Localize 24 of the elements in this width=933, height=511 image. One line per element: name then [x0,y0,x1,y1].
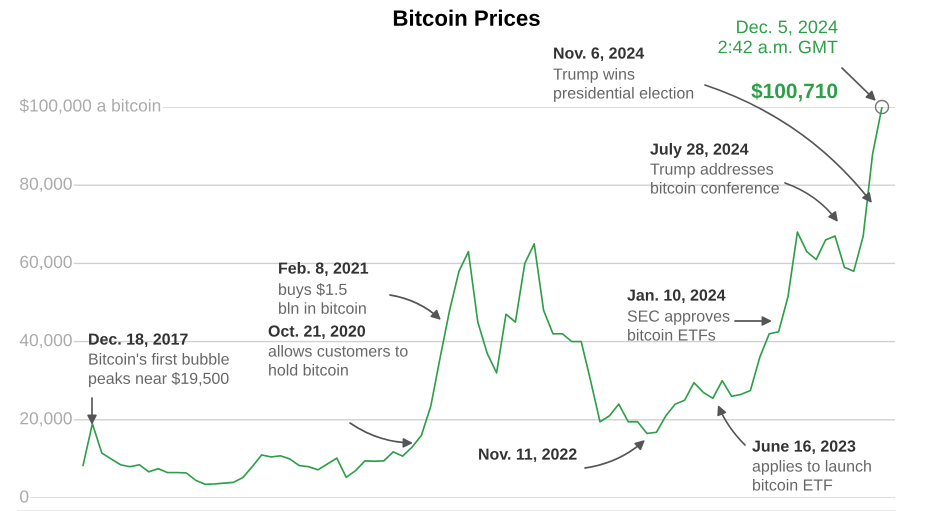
y-tick-label: $100,000 a bitcoin [20,98,160,114]
text: Dec. 5, 2024 2:42 a.m. GMT [718,20,838,54]
text: $100,710 [751,82,838,102]
y-tick-label: 0 [20,490,28,503]
annotation: Feb. 8, 2021 [279,262,368,276]
annotation: Nov. 11, 2022 [479,448,577,462]
annotation: Oct. 21, 2020 [268,325,366,340]
annotation: Trump addresses bitcoin conference [650,163,779,194]
annotation: applies to launch bitcoin ETF [752,460,871,491]
annotation: Dec. 18, 2017 [89,333,188,348]
annotation: allows customers to hold bitcoin [268,345,408,376]
y-tick-label: 80,000 [20,178,72,192]
y-tick-label: 20,000 [20,412,72,427]
text: Nov. 6, 2024 [554,47,644,62]
text: Trump wins presidential election [553,68,694,102]
y-tick-label: 60,000 [20,256,72,270]
annotation: SEC approves bitcoin ETFs [628,310,730,341]
annotation: June 16, 2023 [752,440,856,454]
annotation: buys $1.5 bln in bitcoin [279,283,366,314]
annotation: Bitcoin's first bubble peaks near $19,500 [89,353,229,388]
annotation: Jan. 10, 2024 [627,289,726,304]
annotation: July 28, 2024 [650,143,748,158]
y-tick-label: 40,000 [20,334,72,348]
chart-title: Bitcoin Prices [394,10,540,26]
